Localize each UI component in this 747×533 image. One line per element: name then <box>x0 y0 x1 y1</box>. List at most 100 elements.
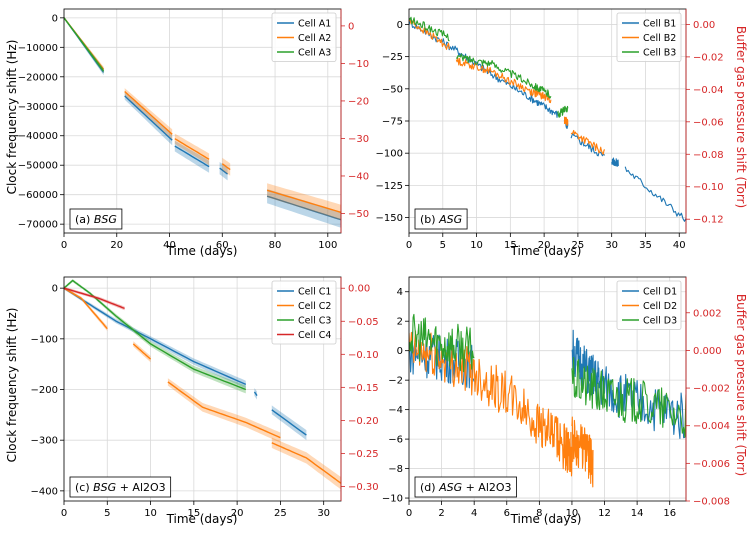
xlabel-d: Time (days) <box>510 512 582 526</box>
series-line-cell-b3 <box>455 53 552 99</box>
x-tick-label: 15 <box>504 240 517 251</box>
legend-label: Cell B1 <box>643 19 676 30</box>
legend-label: Cell C4 <box>298 330 331 341</box>
y2-tick-label: −0.10 <box>348 350 379 361</box>
legend-label: Cell B2 <box>643 33 676 44</box>
y-tick-label: −400 <box>31 486 58 497</box>
series-group <box>409 313 686 488</box>
x-tick-label: 35 <box>639 240 652 251</box>
series-line-cell-a1 <box>219 167 229 175</box>
y-tick-label: −75 <box>382 117 403 128</box>
y2-tick-label: −0.02 <box>693 52 724 63</box>
y2-tick-label: −0.10 <box>693 182 724 193</box>
x-tick-label: 30 <box>317 508 330 519</box>
series-line-cell-a1 <box>174 145 210 168</box>
y-tick-label: 0 <box>52 13 58 24</box>
series-line-cell-a2 <box>221 163 231 171</box>
x-tick-label: 10 <box>144 508 157 519</box>
y-tick-label: −70000 <box>18 220 58 231</box>
y-tick-label: −50000 <box>18 161 58 172</box>
xlabel-a: Time (days) <box>166 244 238 258</box>
y-tick-label: −20000 <box>18 72 58 83</box>
y2-tick-label: −0.15 <box>348 383 379 394</box>
band-cell-c1 <box>64 286 246 389</box>
series-line-cell-d3 <box>571 356 686 438</box>
x-tick-label: 0 <box>406 240 412 251</box>
panel-0: 0 20 40 60 80 100 0 −10000 −20000 −30000 −40000 −50… <box>18 8 369 251</box>
xlabel-b: Time (days) <box>510 244 582 258</box>
panel-label: (a) BSG <box>75 213 117 226</box>
series-line-cell-a3 <box>64 17 105 72</box>
y2-tick-label: −0.006 <box>693 459 730 470</box>
y2-tick-label: −0.20 <box>348 416 379 427</box>
legend-box <box>271 12 337 62</box>
y2-tick-label: −40 <box>348 171 369 182</box>
y-tick-label: 0 <box>397 20 403 31</box>
legend-box <box>616 12 682 62</box>
y-tick-label: −6 <box>388 435 403 446</box>
y-tick-label: 0 <box>52 284 58 295</box>
x-tick-label: 15 <box>187 508 200 519</box>
series-line-cell-b3 <box>409 16 450 42</box>
y2-tick-label: −0.002 <box>693 384 730 395</box>
panel-2: 0 5 10 15 20 25 30 0 −100 −200 −300 −400 0.00 −0.05 −0… <box>31 276 379 519</box>
x-tick-label: 12 <box>598 508 611 519</box>
y-tick-label: −10000 <box>18 43 58 54</box>
series-group <box>64 279 341 490</box>
legend-label: Cell C3 <box>298 316 331 327</box>
y-tick-label: −300 <box>31 436 58 447</box>
x-tick-label: 8 <box>536 508 542 519</box>
ylabel-a: Clock frequency shift (Hz) <box>5 40 19 195</box>
y-tick-label: −8 <box>388 464 403 475</box>
legend-label: Cell A1 <box>298 19 331 30</box>
x-tick-label: 25 <box>572 240 585 251</box>
band-cell-c2 <box>167 378 281 443</box>
series-line-cell-b2 <box>409 19 451 50</box>
series-line-cell-a2 <box>124 90 173 135</box>
series-line-cell-b1 <box>611 157 619 168</box>
series-line-cell-c2 <box>271 442 341 484</box>
x-tick-label: 80 <box>269 240 282 251</box>
x-tick-label: 60 <box>216 240 229 251</box>
y2-tick-label: 0.000 <box>693 346 722 357</box>
y-tick-label: 4 <box>397 287 403 298</box>
series-group <box>409 16 686 222</box>
x-tick-label: 4 <box>471 508 477 519</box>
x-tick-label: 20 <box>538 240 551 251</box>
y2-tick-label: −20 <box>348 96 369 107</box>
legend-label: Cell D1 <box>643 287 677 298</box>
y2-tick-label: −0.008 <box>693 497 730 508</box>
legend-label: Cell D3 <box>643 316 677 327</box>
panel-3: 0 2 4 6 8 10 12 14 16 4 2 0 −2 −4 −6 −8 −10 0.002 0.000 −0.… <box>382 276 730 519</box>
x-tick-label: 2 <box>438 508 444 519</box>
panel-label: (c) BSG + Al2O3 <box>75 481 166 494</box>
series-line-cell-b2 <box>570 129 605 155</box>
x-tick-label: 14 <box>631 508 644 519</box>
panel-label: (d) ASG + Al2O3 <box>420 481 512 494</box>
y2-tick-label: −10 <box>348 59 369 70</box>
x-tick-label: 5 <box>104 508 110 519</box>
y-tick-label: −4 <box>388 405 403 416</box>
y-tick-label: −50 <box>382 84 403 95</box>
series-line-cell-c1 <box>271 409 307 436</box>
legend-label: Cell A2 <box>298 33 331 44</box>
y2-tick-label: −0.04 <box>693 85 724 96</box>
y-tick-label: −100 <box>31 334 58 345</box>
y2-tick-label: −50 <box>348 209 369 220</box>
x-tick-label: 40 <box>673 240 686 251</box>
x-tick-label: 20 <box>110 240 123 251</box>
y-tick-label: −60000 <box>18 190 58 201</box>
series-group <box>64 16 341 228</box>
y2-tick-label: −0.30 <box>348 482 379 493</box>
series-line-cell-c4 <box>64 287 125 310</box>
series-line-cell-d3 <box>409 313 475 373</box>
legend-box <box>271 280 337 345</box>
legend-label: Cell C1 <box>298 287 331 298</box>
y2-tick-label: −0.004 <box>693 421 730 432</box>
y2-tick-label: −0.06 <box>693 117 724 128</box>
series-line-cell-b2 <box>563 116 569 126</box>
y2-tick-label: −30 <box>348 134 369 145</box>
y-tick-label: −125 <box>376 181 403 192</box>
y-tick-label: −150 <box>376 213 403 224</box>
